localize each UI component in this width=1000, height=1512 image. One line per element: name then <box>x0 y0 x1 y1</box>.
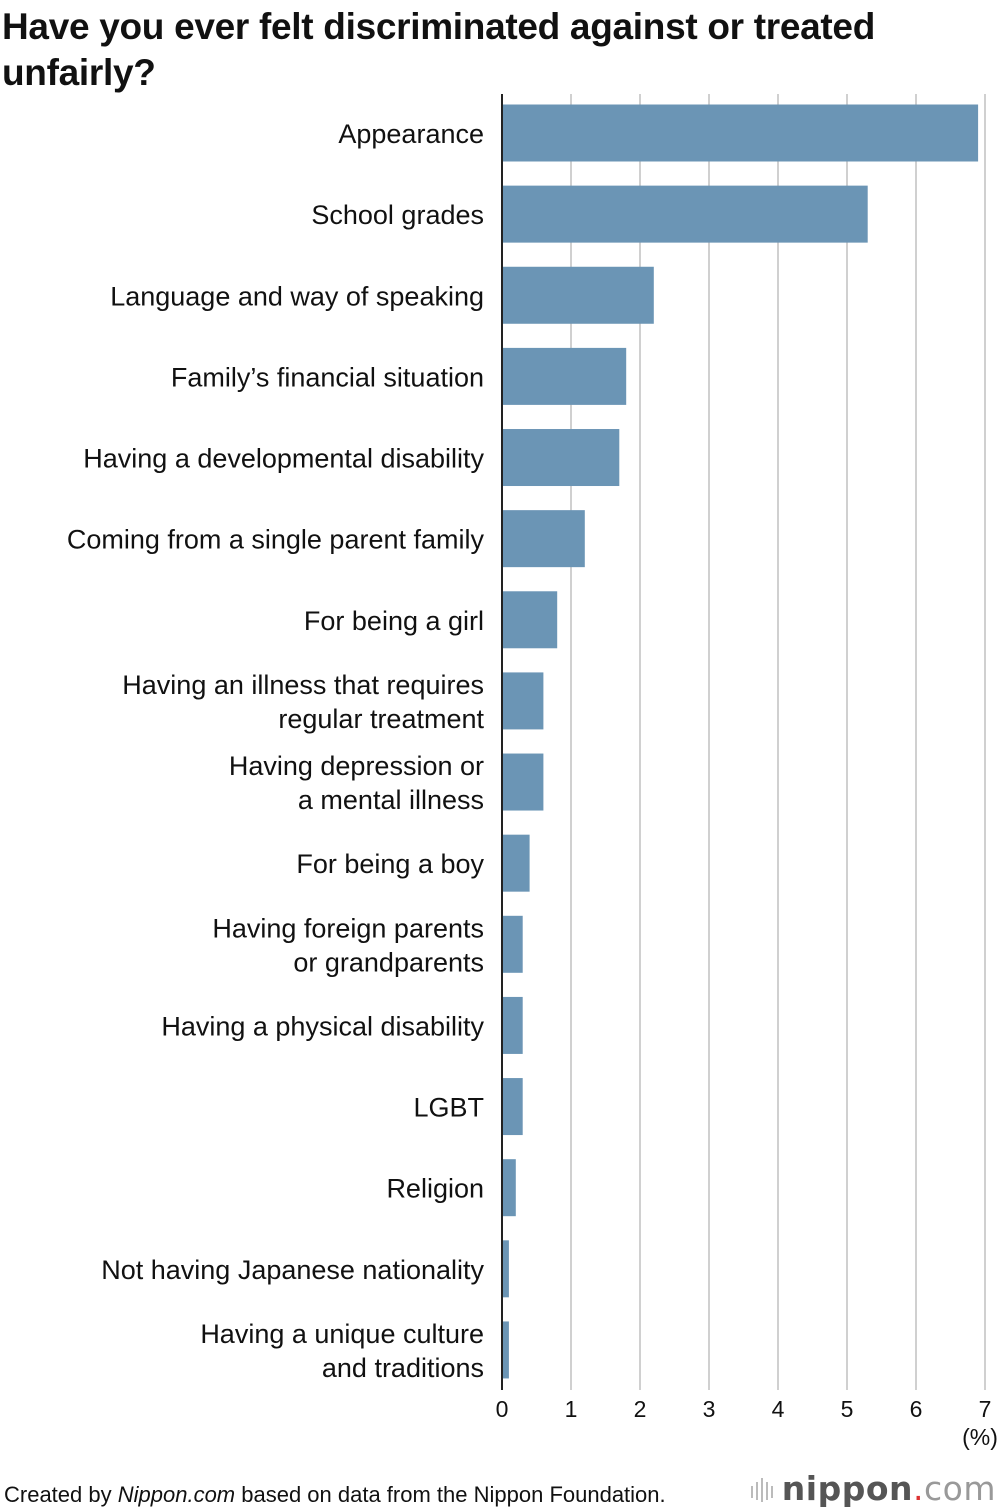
category-label-2: Language and way of speaking <box>110 281 484 311</box>
category-label-7: Having an illness that requires regular t… <box>122 670 484 734</box>
bar-10 <box>503 915 523 973</box>
chart-title: Have you ever felt discriminated against… <box>2 6 876 93</box>
category-label-11: Having a physical disability <box>161 1011 484 1041</box>
category-label-14: Not having Japanese nationality <box>101 1255 484 1285</box>
logo-bars-icon <box>750 1478 773 1502</box>
bar-14 <box>503 1240 509 1298</box>
source-prefix: Created by <box>4 1482 118 1507</box>
source-publisher: Nippon.com <box>117 1482 236 1507</box>
bar-7 <box>503 672 544 730</box>
category-label-1: School grades <box>311 200 484 230</box>
logo-name: nippon <box>781 1468 914 1508</box>
x-tick-label-2: 2 <box>634 1396 647 1422</box>
x-tick-label-1: 1 <box>565 1396 578 1422</box>
bar-15 <box>503 1321 509 1379</box>
bar-8 <box>503 753 544 811</box>
x-axis-unit: (%) <box>962 1424 998 1450</box>
bar-6 <box>503 591 558 649</box>
bar-1 <box>503 185 868 243</box>
source-suffix: based on data from the Nippon Foundation… <box>235 1482 666 1507</box>
x-tick-label-3: 3 <box>703 1396 716 1422</box>
category-label-4: Having a developmental disability <box>83 444 484 474</box>
category-label-5: Coming from a single parent family <box>67 525 485 555</box>
logo-text: nippon.com <box>782 1469 996 1508</box>
x-tick-label-5: 5 <box>841 1396 854 1422</box>
nippon-com-logo: nippon.com <box>750 1469 996 1508</box>
category-label-12: LGBT <box>413 1093 484 1123</box>
category-label-3: Family’s financial situation <box>171 362 484 392</box>
bar-9 <box>503 834 530 892</box>
x-tick-label-6: 6 <box>910 1396 923 1422</box>
bar-13 <box>503 1159 516 1217</box>
source-note: Created by Nippon.com based on data from… <box>4 1482 666 1508</box>
bar-0 <box>503 104 979 162</box>
bar-2 <box>503 266 654 324</box>
x-tick-label-4: 4 <box>772 1396 785 1422</box>
logo-tld: com <box>924 1468 996 1508</box>
bar-11 <box>503 996 523 1054</box>
category-label-0: Appearance <box>338 119 484 149</box>
bars <box>503 104 979 1379</box>
category-labels: Appearance School grades Language and way … <box>67 119 485 1383</box>
category-label-8: Having depression or a mental illness <box>229 751 484 815</box>
bar-4 <box>503 429 620 487</box>
category-label-9: For being a boy <box>296 849 484 879</box>
category-label-6: For being a girl <box>304 606 484 636</box>
category-label-10: Having foreign parents or grandparents <box>212 913 484 977</box>
bar-5 <box>503 510 585 568</box>
x-tick-label-7: 7 <box>979 1396 992 1422</box>
bar-chart: Appearance School grades Language and way … <box>67 94 998 1450</box>
x-tick-label-0: 0 <box>496 1396 509 1422</box>
logo-dot: . <box>913 1468 925 1508</box>
category-label-15: Having a unique culture and traditions <box>200 1319 484 1383</box>
bar-3 <box>503 347 627 405</box>
x-axis-ticks: 0 1 2 3 4 5 6 7 <box>496 1396 992 1422</box>
bar-12 <box>503 1078 523 1136</box>
category-label-13: Religion <box>386 1174 484 1204</box>
